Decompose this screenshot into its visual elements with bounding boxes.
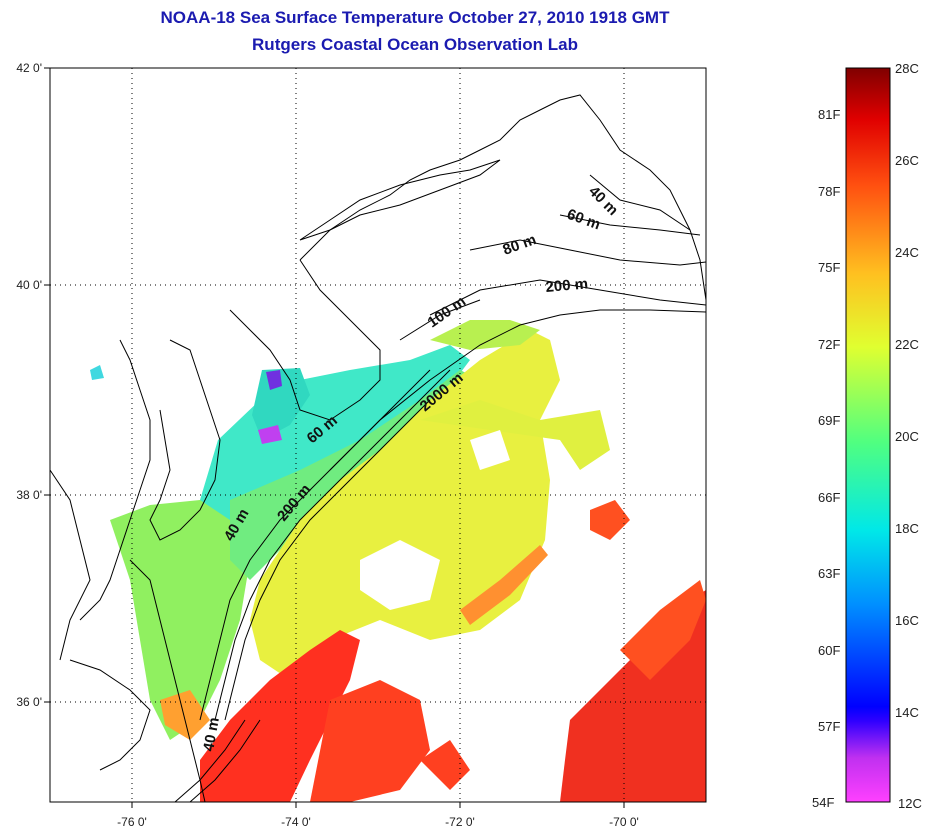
isobath-60m (559, 214, 701, 236)
coastline-new-england (299, 94, 706, 301)
colorbar-gradient (845, 67, 891, 803)
cb-f-69: 69F (818, 413, 840, 428)
cb-c-14: 14C (895, 705, 919, 720)
sst-yellow-north (430, 320, 540, 350)
isobath-shelf-5 (189, 719, 261, 802)
coastline-chesapeake (79, 339, 151, 621)
sst-mid-shelf-patch (110, 500, 250, 740)
latitude-labels: 42 0' 40 0' 38 0' 36 0' (16, 61, 42, 709)
isobath-100m (399, 299, 481, 341)
isobath-label-40m-south: 40 m (200, 716, 223, 753)
cb-f-57: 57F (818, 719, 840, 734)
lat-label-40: 40 0' (16, 278, 42, 292)
isobath-2000m (329, 309, 706, 471)
coastline-delmarva (149, 339, 221, 541)
cb-f-63: 63F (818, 566, 840, 581)
lon-label-74: -74 0' (281, 815, 311, 829)
colorbar-f-labels: 81F 78F 75F 72F 69F 66F 63F 60F 57F 54F (812, 107, 840, 810)
cb-c-12: 12C (898, 796, 922, 811)
isobath-label-60m: 60 m (565, 206, 603, 234)
cb-f-60: 60F (818, 643, 840, 658)
coastline-long-island (299, 159, 501, 241)
cb-f-75: 75F (818, 260, 840, 275)
coastline-inland (50, 469, 91, 661)
sst-cloud-gap-2 (470, 430, 510, 470)
lat-label-42: 42 0' (16, 61, 42, 75)
colorbar: 81F 78F 75F 72F 69F 66F 63F 60F 57F 54F … (812, 61, 922, 811)
isobath-shelf-3 (224, 399, 431, 721)
map-title: NOAA-18 Sea Surface Temperature October … (160, 8, 670, 27)
map-subtitle: Rutgers Coastal Ocean Observation Lab (252, 35, 578, 54)
cb-f-54: 54F (812, 795, 834, 810)
sst-violet-patch (266, 370, 282, 390)
isobath-label-200m-north: 200 m (545, 275, 589, 296)
sst-gulfstream-east-2 (620, 580, 706, 680)
cb-f-72: 72F (818, 337, 840, 352)
isobath-80m (469, 239, 706, 266)
cb-c-22: 22C (895, 337, 919, 352)
cb-f-66: 66F (818, 490, 840, 505)
coastline-nc-sounds (69, 659, 151, 771)
lon-label-70: -70 0' (609, 815, 639, 829)
lat-label-38: 38 0' (16, 488, 42, 502)
map-frame (49, 67, 707, 803)
lon-label-72: -72 0' (445, 815, 475, 829)
cb-c-26: 26C (895, 153, 919, 168)
sst-orange-spot (160, 690, 210, 740)
cb-c-28: 28C (895, 61, 919, 76)
cb-f-78: 78F (818, 184, 840, 199)
cb-c-18: 18C (895, 521, 919, 536)
cb-c-16: 16C (895, 613, 919, 628)
sst-slope-patch-2 (420, 400, 610, 470)
coastline-nj (229, 259, 381, 421)
lon-label-76: -76 0' (117, 815, 147, 829)
sst-warm-filament (460, 545, 548, 625)
coastline-outer-banks (129, 559, 206, 802)
sst-cyan-edge (90, 365, 104, 380)
sst-data-layer (90, 320, 706, 802)
cb-c-24: 24C (895, 245, 919, 260)
colorbar-c-labels: 28C 26C 24C 22C 20C 18C 16C 14C 12C (895, 61, 922, 811)
tick-marks (44, 67, 625, 808)
isobath-shelf-4 (174, 719, 246, 802)
cb-f-81: 81F (818, 107, 840, 122)
sst-red-south (420, 740, 470, 790)
sst-violet-patch-2 (258, 425, 282, 444)
sst-cloud-gap (360, 540, 440, 610)
sst-warm-spots (590, 500, 630, 540)
isobath-40m (589, 174, 691, 231)
isobath-shelf-2 (214, 369, 451, 721)
isobath-shelf-1 (199, 369, 431, 721)
sst-cool-bay-patch (252, 368, 310, 440)
sst-gulfstream-patch-2 (310, 680, 430, 802)
sst-gulfstream-patch (200, 630, 360, 802)
lat-label-36: 36 0' (16, 695, 42, 709)
longitude-labels: -76 0' -74 0' -72 0' -70 0' (117, 815, 639, 829)
cb-c-20: 20C (895, 429, 919, 444)
isobath-label-80m: 80 m (501, 231, 539, 259)
